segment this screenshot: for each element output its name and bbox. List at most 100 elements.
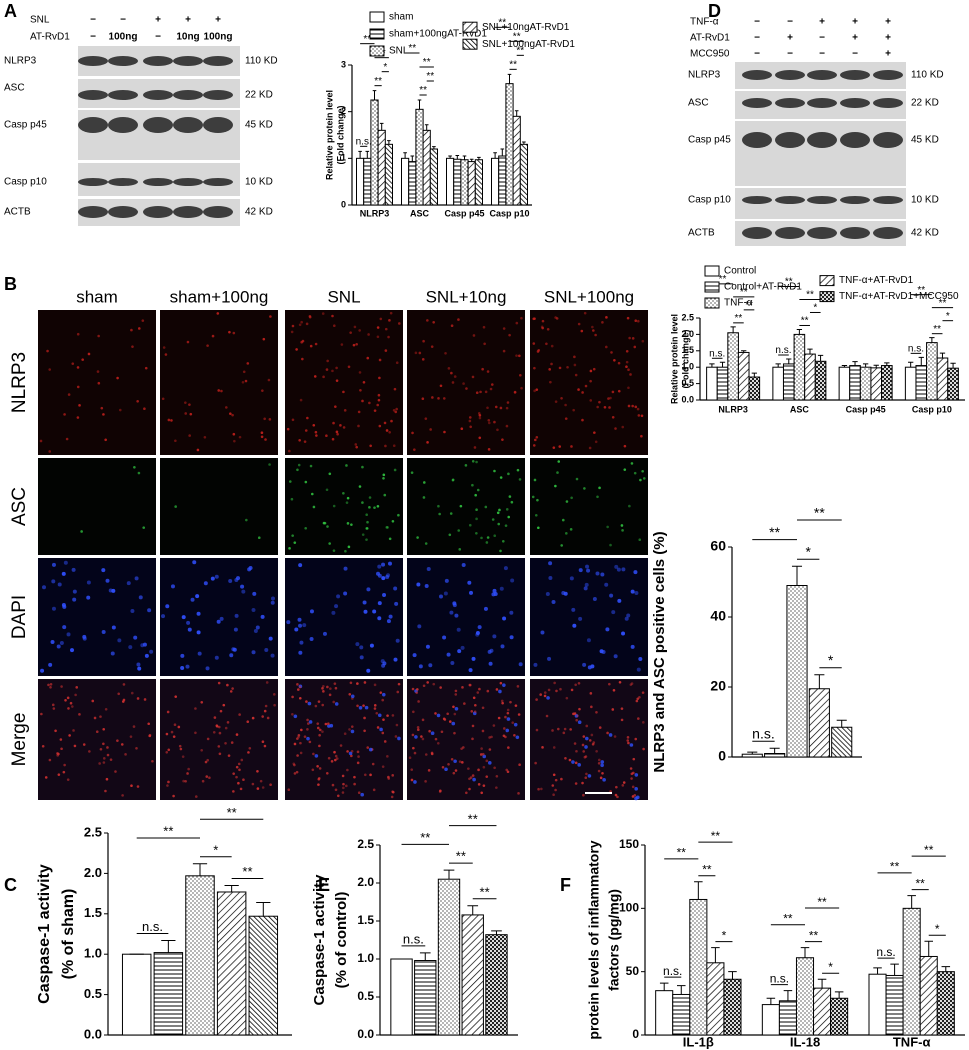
micrograph-dot	[165, 604, 170, 609]
legend-label: TNF-α+AT-RvD1	[839, 275, 914, 286]
merge-dot	[329, 723, 334, 728]
micrograph-dot	[422, 684, 426, 688]
treatment-label: MCC950	[690, 49, 730, 60]
error-bar	[694, 881, 703, 900]
micrograph-dot	[105, 578, 110, 583]
bar	[926, 342, 938, 401]
micrograph-dot	[641, 691, 645, 694]
micrograph-dot	[604, 345, 608, 349]
bar	[915, 365, 928, 401]
micrograph-dot	[133, 465, 136, 469]
micrograph-dot	[235, 733, 239, 736]
micrograph-dot	[312, 423, 316, 427]
micrograph-dot	[451, 381, 455, 384]
micrograph-dot	[451, 478, 455, 482]
significance-label: **	[924, 843, 934, 857]
y-axis-label: protein levels of inflammatory	[586, 840, 602, 1039]
merge-dot	[358, 705, 363, 710]
micrograph-dot	[487, 421, 491, 425]
micrograph-dot	[130, 691, 134, 695]
micrograph-dot	[413, 751, 417, 755]
significance-label: *	[213, 842, 218, 857]
micrograph-dot	[509, 610, 514, 615]
blot-band	[203, 178, 233, 186]
micrograph-dot	[76, 385, 80, 389]
micrograph-dot	[220, 389, 223, 393]
micrograph-dot	[599, 776, 603, 780]
micrograph-dot	[179, 747, 183, 751]
error-bar	[455, 155, 460, 160]
legend-label: TNF-α+AT-RvD1+MCC950	[839, 291, 959, 302]
blot-band	[143, 178, 173, 186]
blot-band	[742, 196, 772, 204]
micrograph-dot	[40, 668, 45, 673]
micrograph-dot	[556, 471, 559, 474]
micrograph-dot	[98, 762, 101, 765]
significance-label: **	[516, 45, 524, 56]
micrograph-dot	[106, 746, 109, 749]
merge-dot	[381, 692, 386, 697]
micrograph-dot	[359, 388, 362, 392]
micrograph-dot	[383, 493, 387, 497]
micrograph-dot	[261, 786, 265, 789]
micrograph-dot	[190, 597, 195, 602]
micrograph-dot	[188, 403, 191, 406]
micrograph-dot	[229, 653, 234, 658]
legend-swatch	[819, 291, 835, 303]
band-size: 110 KD	[245, 56, 278, 67]
micrograph-dot	[608, 406, 611, 409]
micrograph-dot	[614, 564, 619, 569]
error-bar	[751, 372, 757, 378]
micrograph-dot	[520, 316, 523, 320]
micrograph-dot	[590, 733, 594, 737]
blot-band	[203, 117, 233, 133]
micrograph-dot	[205, 666, 210, 671]
micrograph-dot	[261, 740, 265, 743]
micrograph-dot	[453, 731, 456, 735]
micrograph-dot	[386, 755, 389, 758]
micrograph-dot	[613, 654, 618, 659]
micrograph-dot	[334, 604, 339, 609]
significance-label: **	[735, 313, 743, 324]
micrograph-dot	[558, 366, 562, 370]
micrograph-dot	[324, 722, 328, 726]
error-bar	[741, 350, 747, 353]
micrograph-dot	[48, 450, 52, 453]
y-tick-label: 2.0	[681, 329, 694, 339]
micrograph-dot	[584, 755, 588, 758]
micrograph-dot	[457, 649, 462, 654]
micrograph-dot	[359, 655, 364, 660]
micrograph-dot	[507, 515, 511, 519]
y-axis-label: Caspase-1 activity	[36, 864, 53, 1004]
micrograph-dot	[65, 437, 69, 441]
micrograph-dot	[491, 592, 496, 597]
blot-band	[840, 227, 870, 239]
bar	[356, 157, 365, 206]
micrograph-dot	[376, 403, 380, 407]
y-tick-label: 100	[619, 901, 639, 915]
blot-band	[775, 227, 805, 239]
micrograph-dot	[582, 735, 586, 738]
merge-dot	[350, 729, 355, 734]
y-tick-label: 1	[341, 153, 346, 163]
micrograph-dot	[408, 756, 412, 760]
micrograph-dot	[463, 702, 466, 705]
micrograph-dot	[327, 756, 331, 760]
significance-label: **	[419, 85, 427, 96]
micrograph-dot	[362, 380, 366, 384]
micrograph-dot	[585, 772, 588, 776]
significance-label: **	[745, 300, 753, 311]
bar	[474, 159, 483, 206]
y-tick-label: 2	[341, 106, 346, 116]
micrograph-dot	[504, 715, 507, 719]
micrograph-dot	[104, 708, 108, 711]
bar	[849, 365, 861, 401]
micrograph-dot	[318, 767, 322, 770]
micrograph-dot	[531, 495, 535, 499]
micrograph-dot	[411, 431, 414, 435]
micrograph-dot	[632, 757, 636, 761]
micrograph-dot	[545, 342, 548, 346]
micrograph-dot	[60, 685, 63, 688]
micrograph-dot	[620, 524, 624, 527]
micrograph-dot	[54, 729, 57, 733]
